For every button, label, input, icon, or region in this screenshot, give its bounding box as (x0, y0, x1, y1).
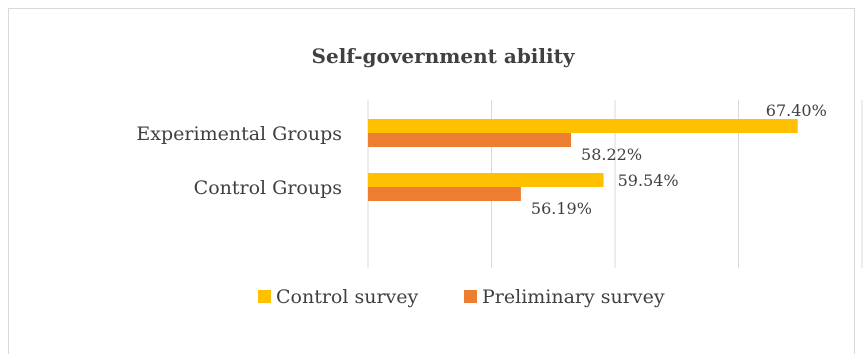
data-label: 59.54% (618, 171, 679, 190)
legend-label: Preliminary survey (482, 286, 665, 308)
bar-preliminary-survey (368, 133, 572, 147)
chart-title: Self-government ability (311, 44, 575, 68)
data-label: 58.22% (581, 145, 642, 164)
data-label: 56.19% (531, 199, 592, 218)
bar-control-survey (368, 119, 798, 133)
data-label: 67.40% (766, 101, 827, 120)
category-label: Control Groups (194, 177, 342, 199)
legend-label: Control survey (276, 286, 419, 308)
bar-preliminary-survey (368, 187, 521, 201)
category-label: Experimental Groups (136, 123, 342, 145)
bar-control-survey (368, 173, 604, 187)
legend-swatch (258, 290, 271, 303)
legend-swatch (464, 290, 477, 303)
